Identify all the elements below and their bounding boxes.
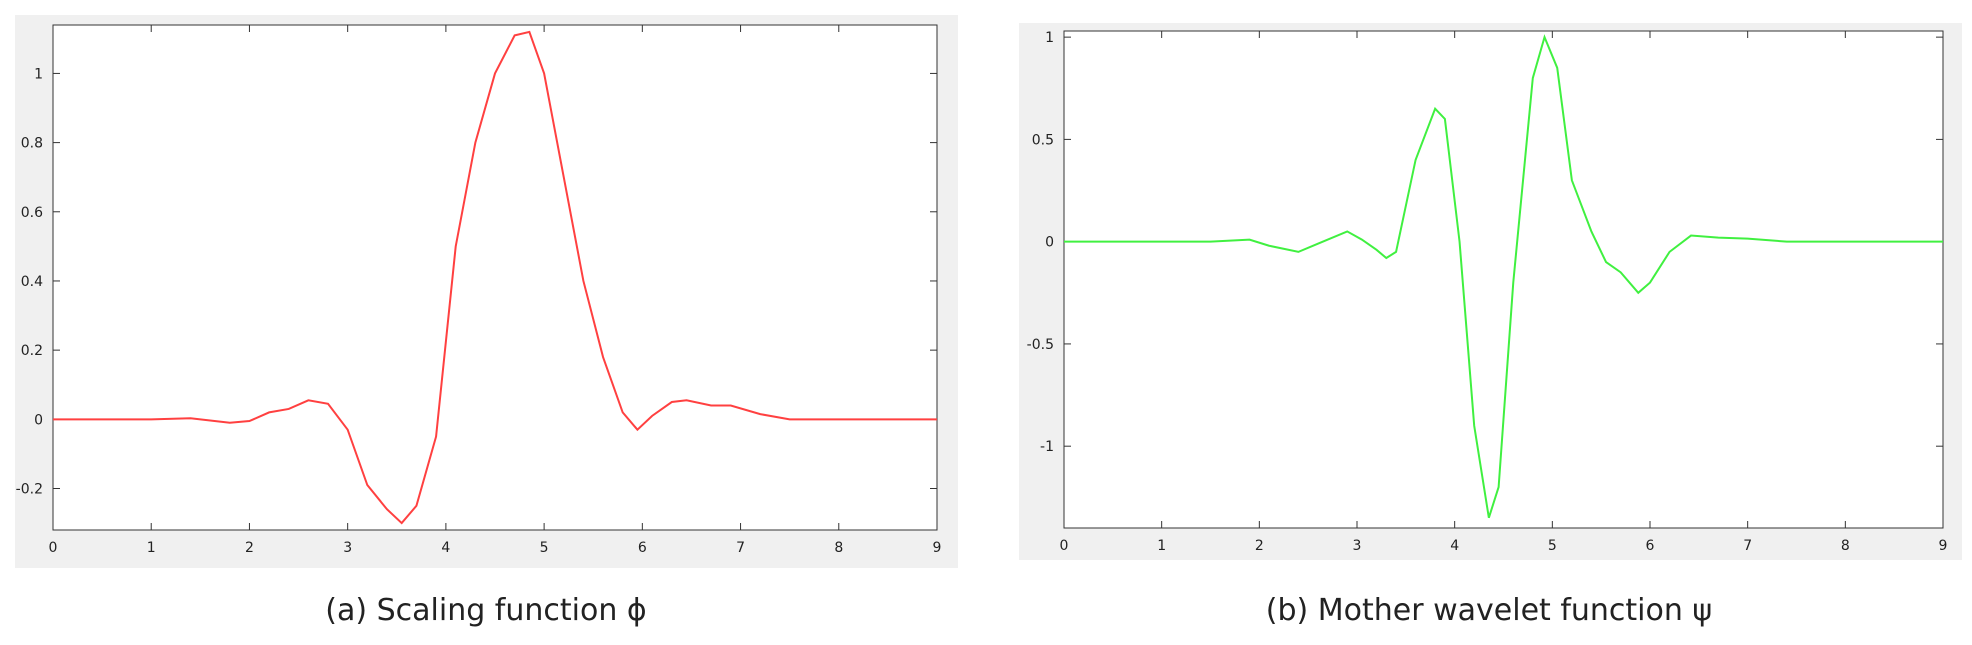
x-tick-label: 1 [147, 540, 156, 556]
x-tick-label: 1 [1157, 538, 1166, 554]
y-tick-label: 1 [1045, 30, 1054, 46]
y-tick-label: 0 [1045, 235, 1054, 251]
y-tick-label: 0.5 [1032, 132, 1054, 148]
y-tick-label: 0.8 [21, 136, 43, 152]
x-tick-label: 3 [343, 540, 352, 556]
y-tick-label: 1 [34, 66, 43, 82]
y-tick-label: -0.5 [1027, 337, 1054, 353]
y-tick-label: -1 [1040, 439, 1054, 455]
y-tick-label: 0.4 [21, 274, 43, 290]
y-tick-label: 0 [34, 412, 43, 428]
plot-area [52, 24, 938, 531]
y-tick-label: -0.2 [16, 481, 43, 497]
caption: (b) Mother wavelet function ψ [1266, 593, 1712, 628]
x-tick-label: 7 [1743, 538, 1752, 554]
x-tick-label: 6 [1646, 538, 1655, 554]
x-tick-label: 0 [1060, 538, 1069, 554]
x-tick-label: 7 [736, 540, 745, 556]
x-tick-label: 2 [1255, 538, 1264, 554]
x-tick-label: 5 [1548, 538, 1557, 554]
x-tick-label: 4 [441, 540, 450, 556]
plot-area [1063, 30, 1944, 529]
y-tick-label: 0.6 [21, 205, 43, 221]
x-tick-label: 2 [245, 540, 254, 556]
x-tick-label: 6 [638, 540, 647, 556]
y-tick-label: 0.2 [21, 343, 43, 359]
caption: (a) Scaling function ϕ [325, 593, 646, 628]
x-tick-label: 9 [933, 540, 942, 556]
x-tick-label: 9 [1939, 538, 1948, 554]
x-tick-label: 8 [1841, 538, 1850, 554]
x-tick-label: 4 [1450, 538, 1459, 554]
x-tick-label: 5 [540, 540, 549, 556]
x-tick-label: 3 [1353, 538, 1362, 554]
x-tick-label: 0 [49, 540, 58, 556]
x-tick-label: 8 [834, 540, 843, 556]
data-line [53, 30, 937, 525]
data-line [1064, 34, 1943, 519]
